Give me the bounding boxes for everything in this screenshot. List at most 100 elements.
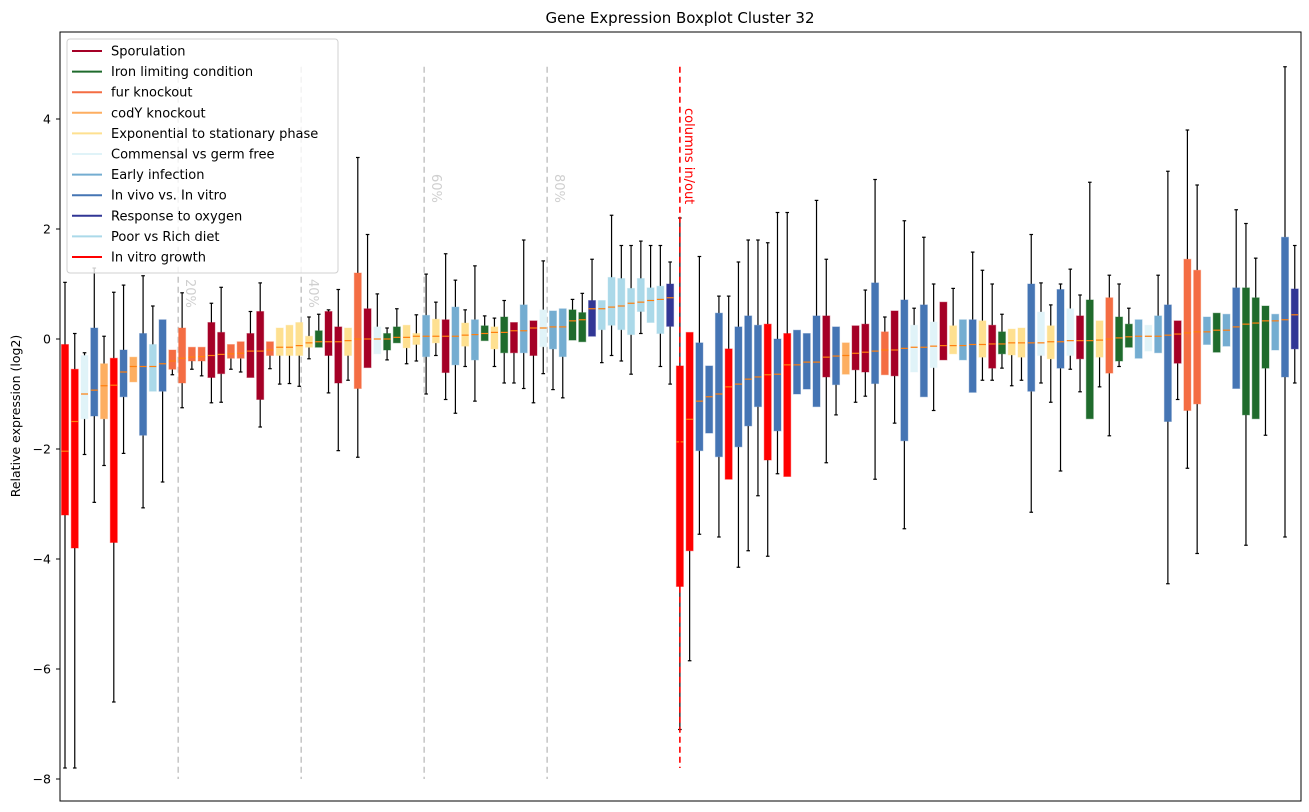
box-61 — [646, 244, 655, 324]
box-body — [431, 318, 440, 344]
box-body — [1027, 283, 1036, 392]
box-body — [773, 338, 782, 432]
box-87 — [900, 220, 909, 530]
box-body — [119, 349, 128, 398]
box-119 — [1212, 312, 1221, 353]
box-body — [207, 322, 216, 378]
box-body — [763, 323, 772, 461]
box-73 — [763, 242, 772, 557]
box-58 — [617, 244, 626, 362]
legend-item: Iron limiting condition — [72, 65, 253, 80]
box-88 — [910, 307, 919, 373]
y-tick-label: 0 — [43, 332, 51, 347]
box-38 — [422, 273, 431, 395]
box-body — [724, 348, 733, 480]
box-51 — [549, 310, 557, 391]
box-68 — [714, 295, 723, 538]
box-125 — [1271, 313, 1280, 351]
box-52 — [558, 308, 567, 399]
box-body — [392, 326, 401, 344]
box-115 — [1173, 320, 1182, 401]
box-29 — [334, 288, 343, 452]
box-23 — [275, 327, 284, 385]
box-body — [1095, 320, 1104, 358]
chart-title: Gene Expression Boxplot Cluster 32 — [545, 9, 814, 27]
box-120 — [1222, 313, 1231, 347]
box-body — [383, 333, 392, 351]
box-80 — [832, 326, 841, 416]
box-body — [1173, 320, 1182, 364]
box-27 — [314, 313, 323, 348]
box-77 — [802, 333, 811, 390]
box-body — [1261, 305, 1270, 369]
box-16 — [207, 302, 216, 404]
box-90 — [929, 283, 938, 412]
boxes — [61, 66, 1299, 769]
legend-item: Exponential to stationary phase — [72, 127, 318, 142]
box-body — [1183, 258, 1192, 411]
box-body — [412, 333, 421, 345]
legend-label: Early infection — [111, 168, 204, 183]
box-body — [129, 356, 138, 383]
box-93 — [958, 319, 967, 361]
box-28 — [324, 309, 333, 394]
legend-item: fur knockout — [72, 86, 193, 101]
legend-label: Sporulation — [111, 45, 186, 60]
box-body — [1037, 311, 1045, 356]
box-body — [1202, 316, 1211, 345]
percentile-label: 20% — [182, 279, 197, 308]
box-1 — [61, 281, 69, 769]
box-127 — [1290, 244, 1299, 384]
legend-label: codY knockout — [111, 106, 206, 121]
box-89 — [919, 236, 928, 398]
box-33 — [373, 293, 382, 355]
box-112 — [1144, 324, 1153, 352]
box-37 — [412, 314, 421, 362]
y-tick-label: 4 — [43, 112, 51, 127]
box-body — [402, 324, 411, 349]
box-body — [753, 324, 762, 408]
box-104 — [1066, 268, 1075, 370]
legend-label: Iron limiting condition — [111, 65, 253, 80]
box-body — [314, 330, 323, 348]
legend-item: Early infection — [72, 168, 204, 183]
reference-lines: 20% 40% 60% 80% — [177, 66, 566, 779]
box-75 — [783, 211, 792, 477]
box-54 — [578, 292, 587, 343]
box-124 — [1261, 305, 1270, 436]
box-body — [178, 327, 187, 384]
box-body — [236, 341, 245, 359]
box-99 — [1017, 327, 1026, 381]
box-69 — [724, 295, 733, 480]
box-83 — [861, 289, 870, 397]
box-56 — [597, 300, 606, 364]
box-12 — [168, 349, 177, 376]
box-body — [1066, 308, 1075, 356]
box-41 — [451, 279, 460, 414]
box-74 — [773, 211, 782, 475]
box-17 — [217, 286, 226, 403]
box-97 — [997, 313, 1006, 369]
legend-label: Poor vs Rich diet — [111, 230, 219, 245]
box-79 — [822, 258, 831, 464]
box-body — [80, 355, 89, 420]
legend-label: Exponential to stationary phase — [111, 127, 318, 142]
box-95 — [978, 269, 987, 381]
box-body — [919, 304, 928, 398]
box-body — [148, 344, 157, 392]
box-body — [578, 312, 587, 343]
box-7 — [119, 284, 128, 454]
box-60 — [636, 240, 645, 335]
y-tick-label: −8 — [33, 772, 51, 787]
y-tick-label: 2 — [43, 222, 51, 237]
box-35 — [392, 308, 401, 344]
box-30 — [344, 327, 353, 381]
box-body — [1281, 236, 1289, 378]
legend-item: codY knockout — [72, 106, 206, 121]
box-body — [861, 323, 870, 373]
box-121 — [1232, 209, 1241, 390]
box-body — [588, 300, 597, 337]
box-body — [305, 335, 313, 348]
y-tick-label: −2 — [33, 442, 51, 457]
box-19 — [236, 341, 245, 373]
